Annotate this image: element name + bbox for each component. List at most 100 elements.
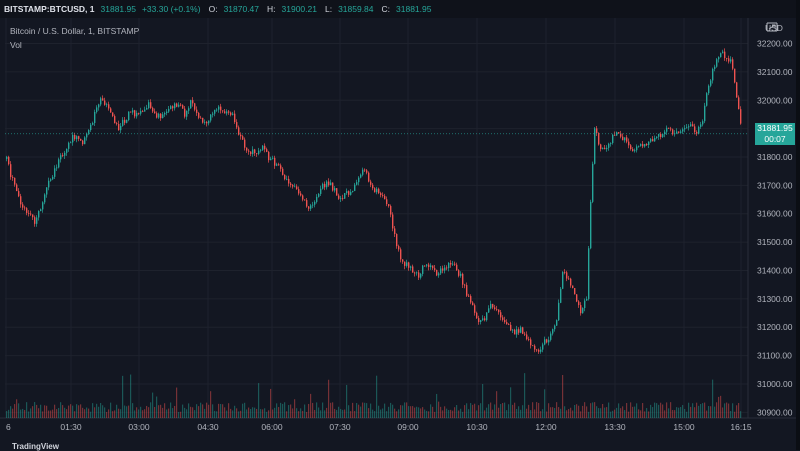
- candle-body: [464, 284, 466, 286]
- candle-body: [96, 107, 98, 112]
- candle-body: [146, 107, 148, 110]
- volume-bar: [388, 406, 390, 418]
- volume-label[interactable]: Vol: [10, 40, 22, 50]
- candle-body: [334, 188, 336, 191]
- candle-body: [140, 111, 142, 114]
- volume-bar: [542, 409, 544, 418]
- volume-bar: [540, 411, 542, 418]
- tradingview-logo[interactable]: TradingView: [12, 442, 59, 451]
- candle-body: [396, 234, 398, 247]
- candle-body: [58, 159, 60, 168]
- volume-bar: [62, 405, 64, 418]
- price-chart[interactable]: 32200.0032100.0032000.0031900.0031800.00…: [0, 18, 800, 436]
- candle-body: [484, 318, 486, 321]
- volume-bar: [612, 410, 614, 418]
- volume-bar: [254, 407, 256, 418]
- volume-bar: [368, 408, 370, 418]
- volume-bar: [282, 403, 284, 418]
- x-tick-label: 15:00: [673, 422, 695, 432]
- volume-bar: [96, 403, 98, 418]
- volume-bar: [638, 409, 640, 418]
- candle-body: [720, 53, 722, 58]
- candle-body: [148, 102, 150, 108]
- candle-body: [214, 109, 216, 114]
- candle-body: [724, 51, 726, 59]
- volume-bar: [566, 410, 568, 418]
- candle-body: [532, 345, 534, 347]
- volume-bar: [266, 411, 268, 418]
- volume-bar: [718, 396, 720, 418]
- expand-icon[interactable]: [766, 22, 778, 32]
- symbol-header-bar: BITSTAMP:BTCUSD, 1 31881.95 +33.30 (+0.1…: [0, 0, 800, 18]
- candle-body: [462, 273, 464, 285]
- volume-bar: [194, 410, 196, 418]
- candle-body: [426, 264, 428, 266]
- candle-body: [702, 121, 704, 125]
- x-tick-label: 09:00: [397, 422, 419, 432]
- candle-body: [458, 270, 460, 276]
- candle-body: [476, 312, 478, 319]
- candle-body: [28, 212, 30, 214]
- volume-bar: [190, 406, 192, 418]
- candle-body: [604, 147, 606, 150]
- candle-body: [314, 201, 316, 205]
- volume-bar: [734, 411, 736, 418]
- candle-body: [448, 262, 450, 269]
- volume-bar: [600, 408, 602, 418]
- volume-bar: [184, 407, 186, 418]
- volume-bar: [622, 406, 624, 418]
- symbol-name[interactable]: BITSTAMP:BTCUSD, 1: [4, 4, 95, 14]
- candle-body: [322, 183, 324, 189]
- candle-body: [552, 329, 554, 334]
- candle-body: [168, 108, 170, 112]
- volume-bar: [554, 408, 556, 418]
- volume-bar: [590, 403, 592, 418]
- price-tag-value: 31881.95: [757, 122, 793, 133]
- candle-body: [550, 333, 552, 340]
- volume-bar: [402, 405, 404, 418]
- candle-body: [62, 155, 64, 156]
- candle-body: [52, 176, 54, 180]
- high-value: 31900.21: [281, 4, 317, 14]
- volume-bar: [684, 408, 686, 418]
- candle-body: [138, 112, 140, 114]
- candle-body: [572, 285, 574, 289]
- candle-body: [186, 110, 188, 117]
- candle-body: [250, 151, 252, 155]
- candle-body: [446, 267, 448, 269]
- volume-bar: [204, 408, 206, 418]
- volume-bar: [664, 410, 666, 418]
- volume-bar: [420, 408, 422, 418]
- volume-bar: [212, 404, 214, 418]
- volume-bar: [414, 407, 416, 418]
- volume-bar: [230, 408, 232, 418]
- candle-body: [44, 194, 46, 203]
- volume-bar: [738, 402, 740, 418]
- volume-bar: [366, 403, 368, 418]
- candle-body: [274, 157, 276, 166]
- candle-body: [438, 273, 440, 276]
- volume-bar: [100, 402, 102, 418]
- candle-body: [244, 139, 246, 148]
- volume-bar: [154, 406, 156, 418]
- candle-body: [212, 113, 214, 115]
- candle-body: [176, 103, 178, 107]
- candle-body: [24, 207, 26, 209]
- candle-body: [660, 134, 662, 137]
- volume-bar: [74, 411, 76, 418]
- volume-bar: [354, 411, 356, 418]
- volume-bar: [518, 406, 520, 418]
- candle-body: [638, 145, 640, 147]
- candle-body: [390, 206, 392, 215]
- volume-bar: [670, 402, 672, 418]
- volume-bar: [208, 404, 210, 418]
- candle-body: [40, 209, 42, 212]
- volume-bar: [434, 411, 436, 418]
- volume-bar: [672, 409, 674, 418]
- volume-bar: [118, 408, 120, 418]
- volume-bar: [152, 392, 154, 418]
- candle-body: [394, 228, 396, 235]
- volume-bar: [334, 408, 336, 418]
- volume-bar: [364, 402, 366, 418]
- x-tick-label: 6: [6, 422, 11, 432]
